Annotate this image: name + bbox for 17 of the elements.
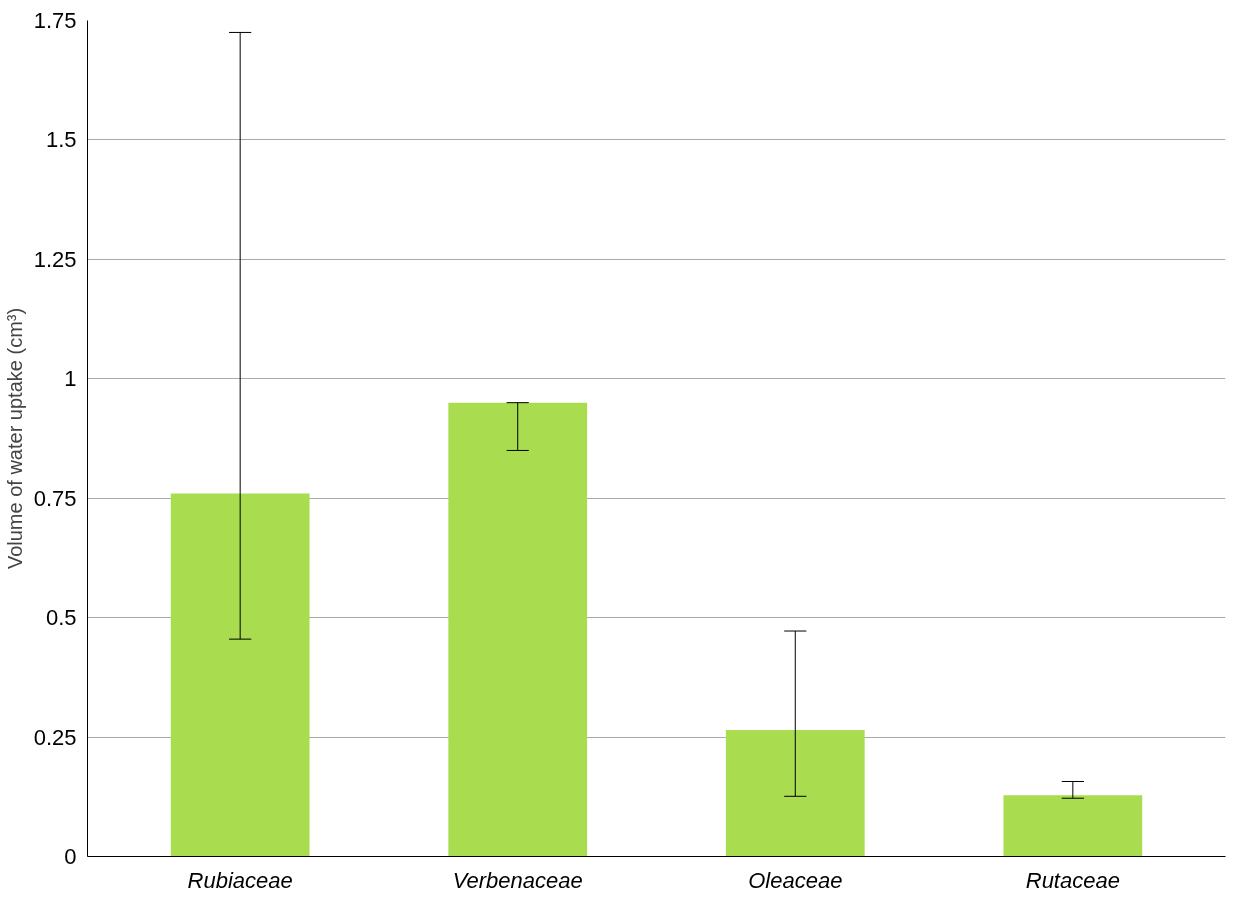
y-tick-label: 0 [64,844,77,869]
x-tick-label: Rubiaceae [187,867,293,893]
y-tick-label: 0.75 [33,485,77,511]
y-tick-label: 1 [64,366,77,392]
x-tick-label: Verbenaceae [452,867,583,893]
y-tick-label: 1.25 [33,246,77,272]
bar [170,493,310,857]
y-axis-title: Volume of water uptake (cm³) [3,307,26,570]
y-tick-label: 1.5 [45,127,77,153]
y-tick-label: 1.75 [33,8,77,33]
y-tick-label: 0.25 [33,724,77,750]
bar [725,729,865,857]
x-tick-label: Rutaceae [1025,867,1120,893]
bar [448,402,588,857]
y-tick-label: 0.5 [45,605,77,631]
x-tick-label: Oleaceae [748,867,843,893]
bar [1003,795,1143,857]
